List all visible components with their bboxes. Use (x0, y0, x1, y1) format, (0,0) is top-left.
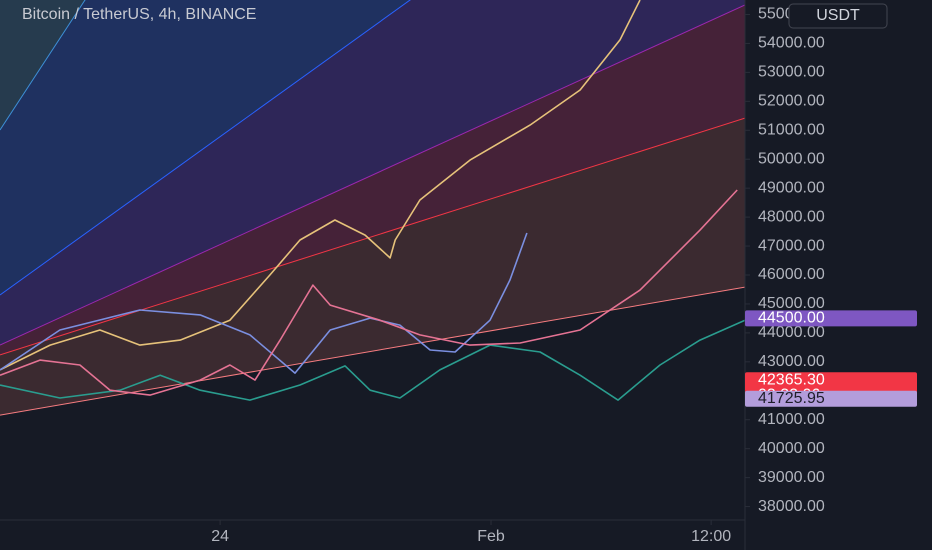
y-tick-label: 47000.00 (758, 237, 825, 254)
y-tick-label: 53000.00 (758, 64, 825, 81)
price-line (0, 189, 738, 396)
fan-line (0, 0, 411, 296)
y-tick-label: 43000.00 (758, 353, 825, 370)
x-tick-label: Feb (477, 528, 505, 545)
y-tick-label: 51000.00 (758, 121, 825, 138)
y-tick-label: 40000.00 (758, 440, 825, 457)
currency: USDT (816, 7, 860, 24)
price-tag-label: 42365.30 (758, 371, 825, 388)
y-tick-label: 52000.00 (758, 93, 825, 110)
y-tick-label: 49000.00 (758, 179, 825, 196)
band (0, 118, 745, 416)
y-tick-label: 41000.00 (758, 411, 825, 428)
y-tick-label: 46000.00 (758, 266, 825, 283)
y-tick-label: 44000.00 (758, 324, 825, 341)
fan-line (0, 4, 745, 346)
y-tick-label: 50000.00 (758, 150, 825, 167)
band (0, 4, 745, 355)
price-line (0, 232, 528, 374)
fan-line (0, 117, 745, 356)
y-tick-label: 48000.00 (758, 208, 825, 225)
price-tag-label: 44500.00 (758, 310, 825, 327)
price-tag (745, 310, 917, 327)
x-tick-label: 24 (211, 528, 229, 545)
axes: 38000.0039000.0040000.0041000.0042000.00… (211, 6, 917, 545)
y-tick-label: 39000.00 (758, 469, 825, 486)
currency-badge[interactable] (788, 3, 888, 29)
plot-area (0, 0, 745, 416)
chart-title: Bitcoin / TetherUS, 4h, BINANCE (22, 6, 256, 23)
price-line (0, 319, 745, 401)
fan-line (0, 286, 745, 416)
band (0, 0, 745, 346)
x-tick-label: 12:00 (691, 528, 731, 545)
price-line (0, 0, 641, 371)
y-tick-label: 54000.00 (758, 35, 825, 52)
price-tag (745, 390, 917, 407)
y-tick-label: 38000.00 (758, 498, 825, 515)
price-tag-label: 41725.95 (758, 390, 825, 407)
y-tick-label: 45000.00 (758, 295, 825, 312)
